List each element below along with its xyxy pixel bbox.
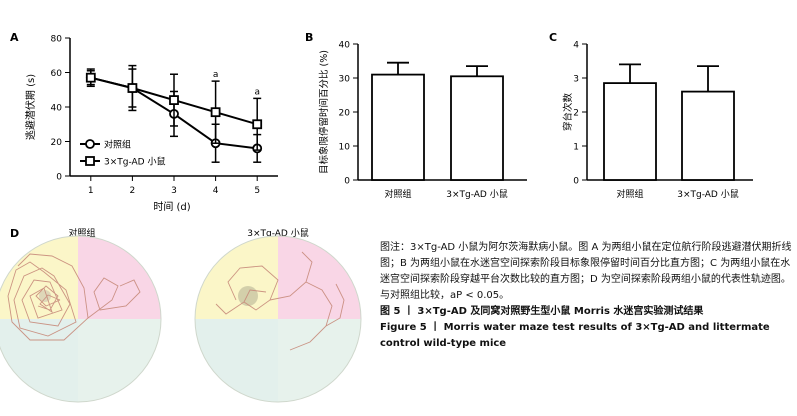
x-tick-label: 3 <box>171 186 177 196</box>
data-point <box>252 119 263 130</box>
y-tick-label: 80 <box>51 35 63 45</box>
category-label: 3×Tg-AD 小鼠 <box>446 188 507 200</box>
swim-path <box>7 253 141 341</box>
x-tick-label: 2 <box>130 186 136 196</box>
y-tick-label: 20 <box>339 109 351 119</box>
y-tick-label: 3 <box>573 75 579 85</box>
y-tick-label: 2 <box>573 109 579 119</box>
data-point <box>85 72 96 83</box>
pool-quadrant <box>278 319 361 402</box>
legend-label: 对照组 <box>104 139 131 151</box>
data-point <box>210 107 221 118</box>
y-tick-label: 30 <box>339 75 351 85</box>
y-tick-label: 20 <box>51 138 63 148</box>
caption-notes: 图注：3×Tg-AD 小鼠为阿尔茨海默病小鼠。图 A 为两组小鼠在定位航行阶段逃… <box>380 242 792 301</box>
pool-quadrant <box>278 236 361 319</box>
y-tick-label: 0 <box>573 177 579 187</box>
significance-mark: a <box>213 70 219 80</box>
category-label: 3×Tg-AD 小鼠 <box>677 188 738 200</box>
pool-track-ad <box>194 235 362 403</box>
chart-a-escape-latency: 0 20 40 60 80 1 2 3 4 5 a a 对照组 3×Tg-AD 小鼠 时间 (d) 逃… <box>24 35 278 213</box>
figure-caption: 图注：3×Tg-AD 小鼠为阿尔茨海默病小鼠。图 A 为两组小鼠在定位航行阶段逃… <box>380 240 792 352</box>
swim-path <box>215 251 345 351</box>
panel-label-b: B <box>305 31 313 44</box>
significance-mark: a <box>254 87 260 97</box>
platform <box>238 286 258 306</box>
y-tick-label: 0 <box>344 177 350 187</box>
legend-label: 3×Tg-AD 小鼠 <box>104 156 165 168</box>
x-tick-label: 4 <box>213 186 219 196</box>
data-point <box>169 95 179 105</box>
chart-b-y-label: 目标象限停留时间百分比 (%) <box>318 50 330 174</box>
bar <box>450 75 504 181</box>
chart-c-platform-crossings: 0 1 2 3 4 对照组 3×Tg-AD 小鼠 穿台次数 <box>562 41 753 200</box>
panel-label-d: D <box>10 227 19 240</box>
panel-label-a: A <box>10 31 19 44</box>
y-tick-label: 4 <box>573 41 579 51</box>
caption-title-en: Figure 5 丨 Morris water maze test result… <box>380 322 770 349</box>
pool-quadrant <box>78 319 161 402</box>
x-tick-label: 1 <box>88 186 94 196</box>
pool-quadrant <box>0 319 78 402</box>
series-ad <box>85 64 263 151</box>
chart-c-y-label: 穿台次数 <box>562 93 574 132</box>
chart-a-y-label: 逃避潜伏期 (s) <box>24 74 37 140</box>
pool-track-control <box>0 235 162 403</box>
track-title-ad: 3×Tg-AD 小鼠 <box>247 227 308 239</box>
y-tick-label: 0 <box>56 173 62 183</box>
y-tick-label: 40 <box>51 104 63 114</box>
legend-marker <box>85 156 95 166</box>
bar <box>603 82 657 181</box>
y-tick-label: 40 <box>339 41 351 51</box>
y-tick-label: 60 <box>51 69 63 79</box>
category-label: 对照组 <box>616 188 643 200</box>
caption-title-cn: 图 5 丨 3×Tg-AD 及同窝对照野生型小鼠 Morris 水迷宫实验测试结… <box>380 306 704 317</box>
y-tick-label: 10 <box>339 143 351 153</box>
category-label: 对照组 <box>384 188 411 200</box>
bar <box>371 73 425 181</box>
chart-b-target-quadrant-time: 0 10 20 30 40 对照组 3×Tg-AD 小鼠 目标象限停留时间百分比 (%) <box>318 41 527 200</box>
y-tick-label: 1 <box>573 143 579 153</box>
data-point <box>127 83 138 93</box>
pool-quadrant <box>195 319 278 402</box>
bar <box>681 90 735 181</box>
panel-label-c: C <box>549 31 557 44</box>
legend-marker <box>85 139 95 149</box>
x-tick-label: 5 <box>254 186 260 196</box>
chart-a-x-label: 时间 (d) <box>153 200 190 213</box>
